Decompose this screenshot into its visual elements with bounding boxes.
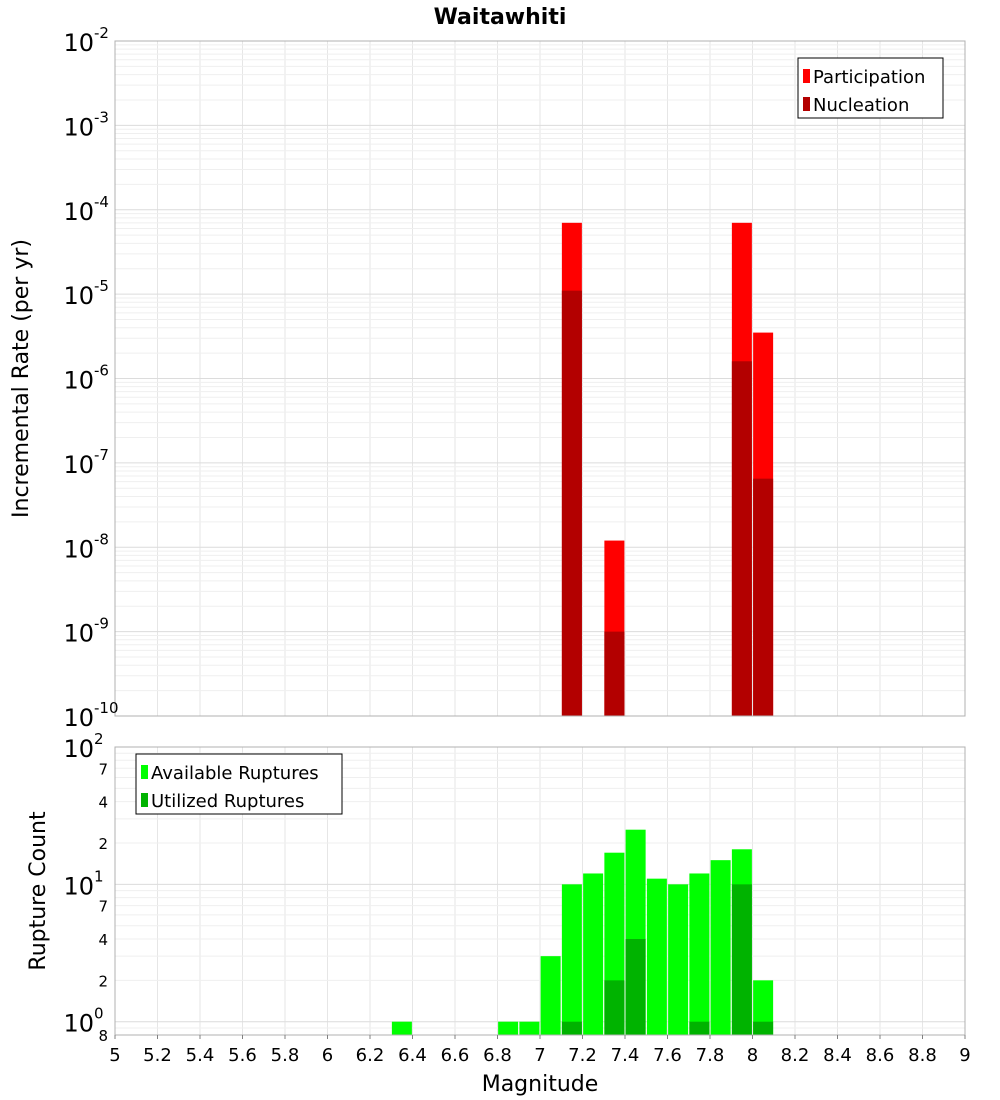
top-bar-nucleation	[731, 361, 752, 716]
top-legend-swatch	[803, 97, 810, 111]
top-y-tick-exponent: -2	[94, 24, 109, 42]
bottom-bar-available-ruptures	[498, 1021, 519, 1035]
chart-title: Waitawhiti	[434, 5, 567, 30]
bottom-bar-available-ruptures	[668, 884, 689, 1035]
x-tick-label: 8.2	[781, 1045, 810, 1066]
top-legend-label: Participation	[813, 67, 925, 88]
bottom-legend-swatch	[141, 793, 148, 807]
bottom-y-tick-exponent: 1	[94, 867, 104, 885]
bottom-legend-box	[135, 753, 343, 815]
bottom-y-minor-tick-label: 7	[98, 898, 108, 916]
bottom-bar-utilized-ruptures	[689, 1021, 710, 1035]
bottom-bar-utilized-ruptures	[753, 1021, 774, 1035]
x-tick-label: 5	[109, 1045, 120, 1066]
top-y-tick-exponent: -8	[94, 530, 109, 548]
bottom-legend-label: Available Ruptures	[151, 763, 319, 784]
bottom-bar-utilized-ruptures	[561, 1021, 582, 1035]
top-y-tick-label: 10	[63, 451, 94, 479]
top-plot-panel: 10-210-310-410-510-610-710-810-910 -10Inc…	[9, 24, 966, 732]
bottom-y-minor-tick-label: 7	[98, 760, 108, 778]
top-y-tick-label: 10	[63, 29, 94, 57]
bottom-bar-available-ruptures	[646, 878, 667, 1035]
top-legend: Participation Nucleation	[797, 57, 944, 119]
bottom-bar-available-ruptures	[561, 884, 582, 1035]
x-tick-label: 6.2	[356, 1045, 385, 1066]
x-tick-label: 7.4	[611, 1045, 640, 1066]
top-y-tick-exponent: -4	[94, 193, 109, 211]
bottom-bar-available-ruptures	[391, 1021, 412, 1035]
x-tick-label: 7.2	[568, 1045, 597, 1066]
x-tick-label: 5.6	[228, 1045, 257, 1066]
top-bar-nucleation	[561, 290, 582, 716]
bottom-bar-available-ruptures	[583, 873, 604, 1035]
bottom-legend-swatch	[141, 765, 148, 779]
bottom-bar-available-ruptures	[540, 956, 561, 1035]
x-tick-label: 7.6	[653, 1045, 682, 1066]
x-tick-label: 8.8	[908, 1045, 937, 1066]
top-y-tick-label: 10	[63, 535, 94, 563]
top-y-tick-label: 10	[63, 704, 94, 732]
top-bar-nucleation	[753, 478, 774, 716]
bottom-bar-available-ruptures	[519, 1021, 540, 1035]
x-tick-label: 6.8	[483, 1045, 512, 1066]
x-axis-label: Magnitude	[482, 1072, 599, 1097]
bottom-y-tick-label: 10	[63, 735, 94, 763]
bottom-legend-label: Utilized Ruptures	[151, 791, 304, 812]
bottom-bar-available-ruptures	[710, 860, 731, 1035]
x-tick-label: 5.8	[271, 1045, 300, 1066]
top-y-tick-label: 10	[63, 620, 94, 648]
x-tick-label: 8.4	[823, 1045, 852, 1066]
x-tick-label: 8.6	[866, 1045, 895, 1066]
top-y-tick-label: 10	[63, 113, 94, 141]
top-y-tick-label: 10	[63, 198, 94, 226]
bottom-legend: Available Ruptures Utilized Ruptures	[135, 753, 343, 815]
x-tick-label: 8	[747, 1045, 758, 1066]
x-tick-label: 5.4	[186, 1045, 215, 1066]
bottom-y-tick-exponent: 0	[94, 1005, 104, 1023]
top-y-tick-exponent: -10	[94, 699, 119, 717]
bottom-y-minor-tick-label: 4	[98, 931, 108, 949]
top-plot-border	[114, 40, 966, 717]
x-tick-label: 7.8	[696, 1045, 725, 1066]
bottom-y-tick-label: 10	[63, 872, 94, 900]
bottom-bar-available-ruptures	[753, 980, 774, 1035]
x-tick-label: 6	[322, 1045, 333, 1066]
top-y-tick-label: 10	[63, 282, 94, 310]
bottom-y-axis-label: Rupture Count	[26, 811, 51, 971]
x-tick-label: 5.2	[143, 1045, 172, 1066]
bottom-y-minor-tick-label: 2	[98, 835, 108, 853]
top-y-tick-exponent: -5	[94, 277, 109, 295]
top-y-tick-exponent: -7	[94, 446, 109, 464]
top-y-tick-exponent: -3	[94, 108, 109, 126]
top-bar-nucleation	[604, 631, 625, 716]
bottom-bar-utilized-ruptures	[731, 884, 752, 1035]
bottom-bar-utilized-ruptures	[625, 939, 646, 1035]
bottom-y-minor-tick-label: 2	[98, 972, 108, 990]
top-y-axis-label: Incremental Rate (per yr)	[9, 239, 34, 518]
top-legend-box	[797, 57, 944, 119]
x-tick-label: 9	[959, 1045, 970, 1066]
x-tick-label: 6.6	[441, 1045, 470, 1066]
bottom-y-minor-tick-label: 4	[98, 794, 108, 812]
bottom-y-tick-exponent: 2	[94, 730, 104, 748]
bottom-bar-available-ruptures	[689, 873, 710, 1035]
top-y-tick-exponent: -6	[94, 362, 109, 380]
bottom-bar-utilized-ruptures	[604, 980, 625, 1035]
top-y-tick-label: 10	[63, 367, 94, 395]
bottom-y-minor-tick-label: 8	[98, 1027, 108, 1045]
x-tick-label: 6.4	[398, 1045, 427, 1066]
top-legend-label: Nucleation	[813, 95, 909, 116]
x-tick-label: 7	[534, 1045, 545, 1066]
bottom-y-tick-label: 10	[63, 1010, 94, 1038]
top-legend-swatch	[803, 69, 810, 83]
top-y-tick-exponent: -9	[94, 615, 109, 633]
